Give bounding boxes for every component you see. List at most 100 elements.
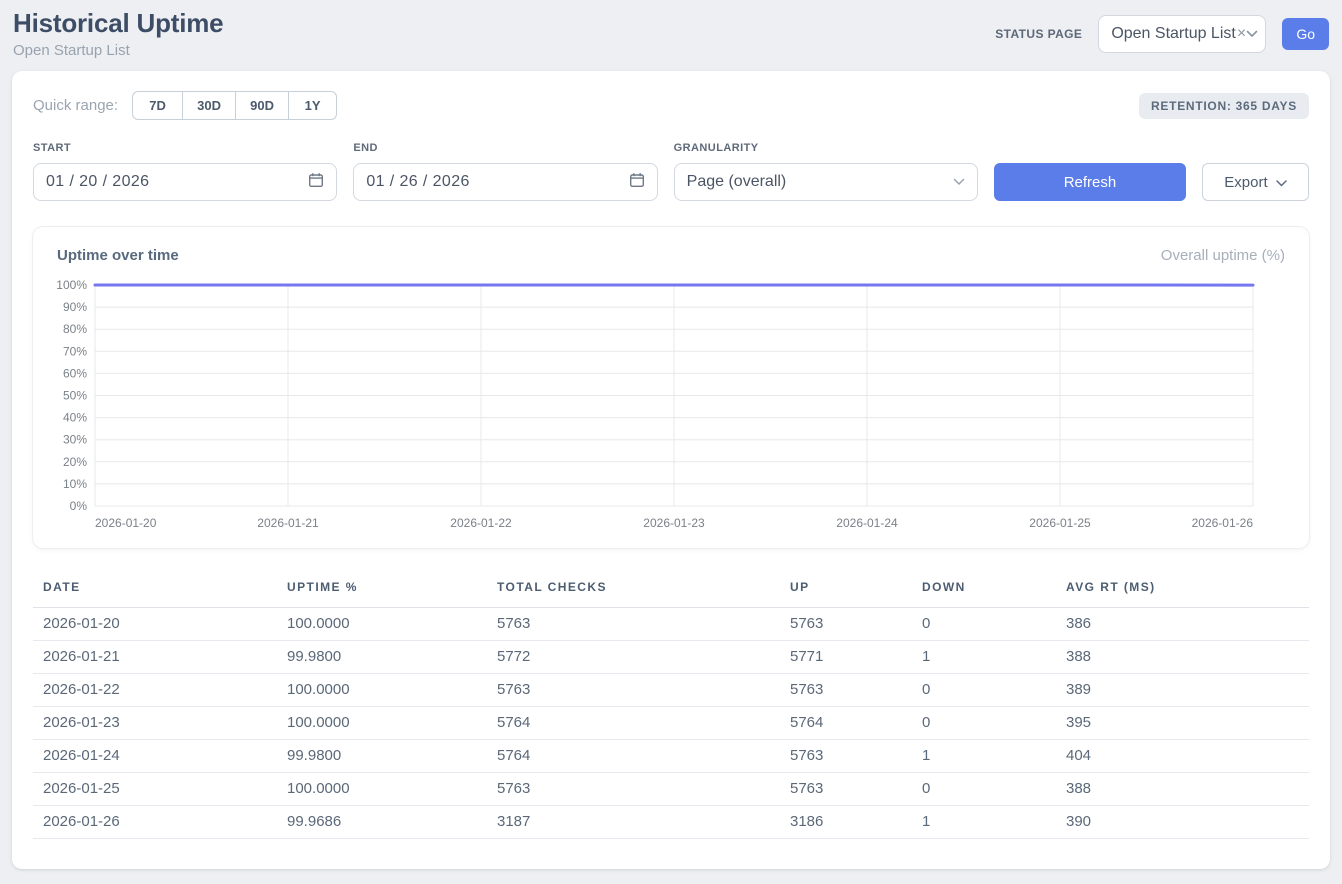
page-title: Historical Uptime bbox=[13, 8, 224, 38]
export-button-label: Export bbox=[1224, 173, 1268, 191]
y-axis-tick-label: 0% bbox=[70, 499, 88, 513]
table-cell: 100.0000 bbox=[277, 607, 487, 641]
table-row: 2026-01-21 99.9800 5772 5771 1 388 bbox=[33, 640, 1309, 674]
quick-range-row: Quick range: 7D 30D 90D 1Y RETENTION: 36… bbox=[33, 91, 1309, 120]
table-cell: 2026-01-20 bbox=[33, 607, 277, 641]
table-cell: 100.0000 bbox=[277, 673, 487, 707]
quick-range-group: Quick range: 7D 30D 90D 1Y bbox=[33, 91, 338, 120]
quick-range-7d-button[interactable]: 7D bbox=[132, 91, 184, 120]
filters-row: START 01 / 20 / 2026 END 01 / 26 / 2026 bbox=[33, 142, 1309, 201]
table-cell: 0 bbox=[912, 607, 1056, 641]
y-axis-tick-label: 50% bbox=[63, 389, 87, 403]
table-cell: 5771 bbox=[780, 640, 912, 674]
x-axis-tick-label: 2026-01-25 bbox=[1029, 516, 1091, 530]
table-cell: 395 bbox=[1056, 706, 1309, 740]
y-axis-tick-label: 60% bbox=[63, 366, 87, 380]
table-cell: 404 bbox=[1056, 739, 1309, 773]
table-cell: 386 bbox=[1056, 607, 1309, 641]
export-button[interactable]: Export bbox=[1201, 163, 1309, 201]
top-header: Historical Uptime Open Startup List STAT… bbox=[0, 0, 1342, 71]
table-cell: 1 bbox=[912, 739, 1056, 773]
x-axis-tick-label: 2026-01-24 bbox=[836, 516, 898, 530]
table-row: 2026-01-25 100.0000 5763 5763 0 388 bbox=[33, 772, 1309, 806]
y-axis-tick-label: 20% bbox=[63, 455, 87, 469]
quick-range-1y-button[interactable]: 1Y bbox=[288, 91, 338, 120]
table-cell: 5772 bbox=[487, 640, 780, 674]
table-cell: 5763 bbox=[780, 673, 912, 707]
start-date-input[interactable]: 01 / 20 / 2026 bbox=[33, 163, 338, 201]
quick-range-30d-button[interactable]: 30D bbox=[182, 91, 237, 120]
table-cell: 99.9800 bbox=[277, 739, 487, 773]
chevron-down-icon bbox=[1275, 174, 1287, 191]
table-cell: 388 bbox=[1056, 772, 1309, 806]
table-cell: 100.0000 bbox=[277, 706, 487, 740]
quick-range-label: Quick range: bbox=[33, 97, 119, 114]
granularity-select[interactable]: Page (overall) bbox=[673, 163, 978, 201]
column-header-avg-rt: AVG RT (MS) bbox=[1056, 574, 1309, 608]
x-axis-tick-label: 2026-01-20 bbox=[95, 516, 157, 530]
table-row: 2026-01-20 100.0000 5763 5763 0 386 bbox=[33, 607, 1309, 641]
end-date-input[interactable]: 01 / 26 / 2026 bbox=[353, 163, 658, 201]
table-cell: 0 bbox=[912, 706, 1056, 740]
column-header-uptime: UPTIME % bbox=[277, 574, 487, 608]
main-panel: Quick range: 7D 30D 90D 1Y RETENTION: 36… bbox=[12, 71, 1330, 869]
table-cell: 389 bbox=[1056, 673, 1309, 707]
quick-range-90d-button[interactable]: 90D bbox=[235, 91, 290, 120]
clear-selection-icon[interactable]: × bbox=[1236, 25, 1247, 42]
calendar-icon[interactable] bbox=[629, 172, 645, 193]
x-axis-tick-label: 2026-01-26 bbox=[1192, 516, 1254, 530]
table-cell: 5763 bbox=[487, 673, 780, 707]
table-cell: 100.0000 bbox=[277, 772, 487, 806]
granularity-field: GRANULARITY Page (overall) bbox=[673, 142, 978, 201]
table-cell: 2026-01-25 bbox=[33, 772, 277, 806]
table-cell: 3186 bbox=[780, 805, 912, 839]
column-header-total-checks: TOTAL CHECKS bbox=[487, 574, 780, 608]
status-page-selected-value: Open Startup List bbox=[1111, 25, 1236, 42]
retention-badge: RETENTION: 365 DAYS bbox=[1139, 92, 1309, 119]
table-row: 2026-01-23 100.0000 5764 5764 0 395 bbox=[33, 706, 1309, 740]
table-cell: 5764 bbox=[487, 739, 780, 773]
x-axis-tick-label: 2026-01-21 bbox=[257, 516, 319, 530]
granularity-selected-value: Page (overall) bbox=[686, 173, 787, 190]
uptime-table-section: DATE UPTIME % TOTAL CHECKS UP DOWN AVG R… bbox=[33, 574, 1309, 839]
column-header-down: DOWN bbox=[912, 574, 1056, 608]
chart-header: Uptime over time Overall uptime (%) bbox=[57, 247, 1285, 264]
chevron-down-icon bbox=[953, 173, 965, 191]
start-date-value: 01 / 20 / 2026 bbox=[46, 173, 150, 190]
calendar-icon[interactable] bbox=[308, 172, 324, 193]
end-date-field: END 01 / 26 / 2026 bbox=[353, 142, 658, 201]
end-date-value: 01 / 26 / 2026 bbox=[366, 173, 470, 190]
quick-range-buttons: 7D 30D 90D 1Y bbox=[132, 91, 338, 120]
go-button[interactable]: Go bbox=[1282, 18, 1329, 50]
y-axis-tick-label: 10% bbox=[63, 477, 87, 491]
page-subtitle: Open Startup List bbox=[13, 42, 130, 59]
table-cell: 99.9686 bbox=[277, 805, 487, 839]
table-row: 2026-01-24 99.9800 5764 5763 1 404 bbox=[33, 739, 1309, 773]
start-date-label: START bbox=[33, 142, 72, 154]
y-axis-tick-label: 100% bbox=[57, 278, 87, 292]
table-cell: 5763 bbox=[487, 772, 780, 806]
table-cell: 2026-01-21 bbox=[33, 640, 277, 674]
y-axis-tick-label: 40% bbox=[63, 411, 87, 425]
table-row: 2026-01-26 99.9686 3187 3186 1 390 bbox=[33, 805, 1309, 839]
status-page-label: STATUS PAGE bbox=[995, 27, 1083, 41]
status-page-select[interactable]: Open Startup List × bbox=[1098, 15, 1267, 53]
table-cell: 5763 bbox=[487, 607, 780, 641]
header-titles: Historical Uptime Open Startup List bbox=[13, 8, 224, 59]
column-header-up: UP bbox=[780, 574, 912, 608]
column-header-date: DATE bbox=[33, 574, 277, 608]
chart-plot-area: 0% 10% 20% 30% 40% 50% 60% 70% 80% 90% 100% 2026-01… bbox=[57, 276, 1285, 534]
x-axis-tick-label: 2026-01-23 bbox=[643, 516, 705, 530]
status-page-controls: STATUS PAGE Open Startup List × Go bbox=[995, 15, 1329, 53]
y-axis-tick-label: 90% bbox=[63, 300, 87, 314]
table-row: 2026-01-22 100.0000 5763 5763 0 389 bbox=[33, 673, 1309, 707]
table-cell: 5764 bbox=[487, 706, 780, 740]
y-axis-tick-label: 30% bbox=[63, 433, 87, 447]
chevron-down-icon bbox=[1246, 30, 1258, 38]
table-cell: 5763 bbox=[780, 607, 912, 641]
table-header-row: DATE UPTIME % TOTAL CHECKS UP DOWN AVG R… bbox=[33, 574, 1309, 608]
start-date-field: START 01 / 20 / 2026 bbox=[33, 142, 338, 201]
x-axis-tick-label: 2026-01-22 bbox=[450, 516, 512, 530]
refresh-button[interactable]: Refresh bbox=[993, 163, 1186, 201]
table-cell: 0 bbox=[912, 673, 1056, 707]
